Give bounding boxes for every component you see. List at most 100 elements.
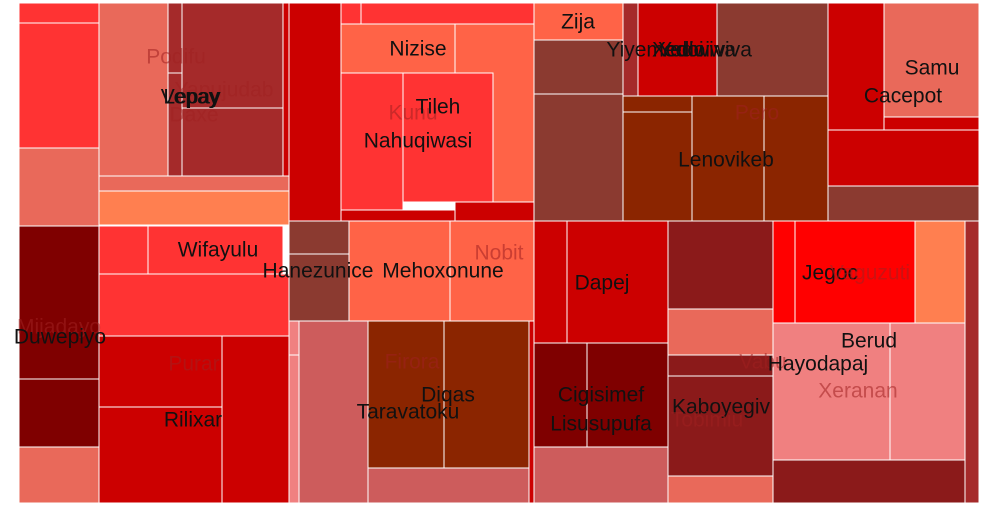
tile-label: Tobimiu bbox=[671, 409, 743, 432]
tile-label: Pero bbox=[735, 102, 779, 125]
treemap-tile bbox=[667, 308, 774, 356]
treemap-tile bbox=[827, 2, 885, 131]
treemap-tile bbox=[18, 446, 100, 504]
treemap-tile bbox=[533, 93, 624, 222]
treemap-tile bbox=[98, 406, 223, 504]
treemap-tile bbox=[716, 2, 829, 97]
treemap-tile bbox=[772, 322, 891, 461]
tile-label: Kunu bbox=[388, 102, 437, 125]
tile-label: Nizise bbox=[389, 38, 446, 61]
treemap-tile bbox=[528, 320, 535, 504]
treemap-tile bbox=[288, 253, 350, 322]
treemap-tile bbox=[340, 72, 404, 211]
treemap-tile bbox=[98, 273, 290, 337]
tile-label: Tileh bbox=[416, 96, 461, 119]
treemap-tile bbox=[566, 220, 669, 344]
tile-label: Purar bbox=[168, 353, 219, 376]
treemap-tile bbox=[340, 23, 456, 74]
tile-label: Daxe bbox=[169, 104, 218, 127]
treemap-tile bbox=[964, 220, 980, 504]
tile-label: Dapej bbox=[575, 272, 630, 295]
treemap-tile bbox=[98, 225, 149, 275]
tile-label: Wifayulu bbox=[178, 239, 259, 262]
tile-label: Nobit bbox=[474, 242, 523, 265]
treemap-tile bbox=[18, 2, 100, 24]
treemap-tile bbox=[98, 2, 169, 177]
treemap-tile bbox=[622, 95, 693, 113]
treemap-tile bbox=[449, 220, 535, 322]
treemap-tile bbox=[883, 2, 980, 118]
treemap-tile bbox=[827, 185, 980, 222]
treemap-tile bbox=[147, 225, 284, 275]
treemap-tile bbox=[637, 2, 718, 97]
treemap-tile bbox=[18, 378, 100, 448]
treemap-tile bbox=[18, 147, 100, 227]
tile-label: Samu bbox=[905, 57, 960, 80]
tile-label: Yedoiwiva bbox=[658, 39, 752, 62]
tile-label: Zija bbox=[561, 11, 595, 34]
treemap-tile bbox=[667, 220, 774, 310]
treemap-tile bbox=[340, 209, 456, 222]
treemap-tile bbox=[889, 322, 966, 461]
tile-label: Yiyemedoi bbox=[606, 39, 703, 62]
treemap-tile bbox=[586, 342, 669, 448]
tile-label: Vabu bbox=[739, 351, 787, 374]
treemap-tile bbox=[454, 201, 535, 222]
treemap-tile bbox=[533, 39, 624, 95]
treemap-tile bbox=[98, 190, 290, 226]
tile-label: Diqas bbox=[421, 384, 475, 407]
treemap-tile bbox=[340, 2, 362, 25]
treemap-tile bbox=[221, 335, 290, 504]
treemap-tile bbox=[772, 220, 796, 324]
treemap-tile bbox=[883, 116, 980, 132]
treemap-tile bbox=[533, 220, 568, 344]
treemap-tile bbox=[794, 220, 916, 324]
treemap-tile bbox=[367, 467, 530, 504]
treemap-tile bbox=[667, 475, 774, 504]
treemap-tile bbox=[98, 175, 290, 192]
tile-label: Duwepiyo bbox=[14, 326, 106, 349]
tile-label: Podifu bbox=[146, 46, 206, 69]
treemap-tile bbox=[298, 320, 369, 504]
treemap-tile bbox=[827, 129, 980, 187]
treemap-tile bbox=[181, 2, 284, 109]
treemap-tile bbox=[691, 95, 765, 222]
treemap-tile bbox=[914, 220, 966, 324]
tile-label: Lisusupufa bbox=[550, 413, 652, 436]
tile-label: Hanezunice bbox=[263, 260, 374, 283]
treemap-tile bbox=[348, 220, 451, 322]
treemap-tiles bbox=[18, 2, 980, 504]
tile-label: Rilixar bbox=[164, 409, 222, 432]
tile-label: Xeranan bbox=[818, 380, 897, 403]
treemap-tile bbox=[360, 2, 535, 25]
tile-label: Mijadayo bbox=[17, 316, 101, 339]
tile-label: Taravatoku bbox=[357, 401, 460, 424]
treemap-tile bbox=[667, 375, 774, 477]
tile-label: Kaboyegiv bbox=[672, 396, 771, 419]
treemap-tile bbox=[402, 72, 494, 203]
treemap-tile bbox=[533, 446, 669, 504]
tile-label: Vaguzuti bbox=[830, 262, 910, 285]
treemap-tile bbox=[288, 220, 350, 255]
treemap-tile bbox=[288, 320, 300, 356]
tile-label: Yapujudab bbox=[175, 79, 274, 102]
treemap-labels: PodifuYapujudabVepayLepayDaxeNiziseKunuT… bbox=[14, 11, 960, 436]
treemap-tile bbox=[18, 22, 100, 149]
tile-label: Lepay bbox=[163, 86, 221, 109]
tile-label: Firora bbox=[385, 351, 440, 374]
tile-label: Cigisimef bbox=[558, 384, 645, 407]
tile-label: Jegoc bbox=[802, 262, 858, 285]
treemap-tile bbox=[288, 2, 342, 222]
tile-label: Nahuqiwasi bbox=[364, 130, 473, 153]
treemap-tile bbox=[533, 2, 624, 41]
tile-label: Berud bbox=[841, 330, 897, 353]
tile-label: Mehoxonune bbox=[382, 260, 503, 283]
treemap-tile bbox=[367, 320, 445, 469]
tile-label: Vepay bbox=[161, 86, 220, 109]
treemap-tile bbox=[18, 225, 100, 380]
treemap-tile bbox=[772, 459, 966, 504]
tile-label: Lenovikeb bbox=[678, 149, 774, 172]
tile-label: Xediwiva bbox=[652, 39, 736, 62]
treemap-tile bbox=[288, 354, 300, 504]
